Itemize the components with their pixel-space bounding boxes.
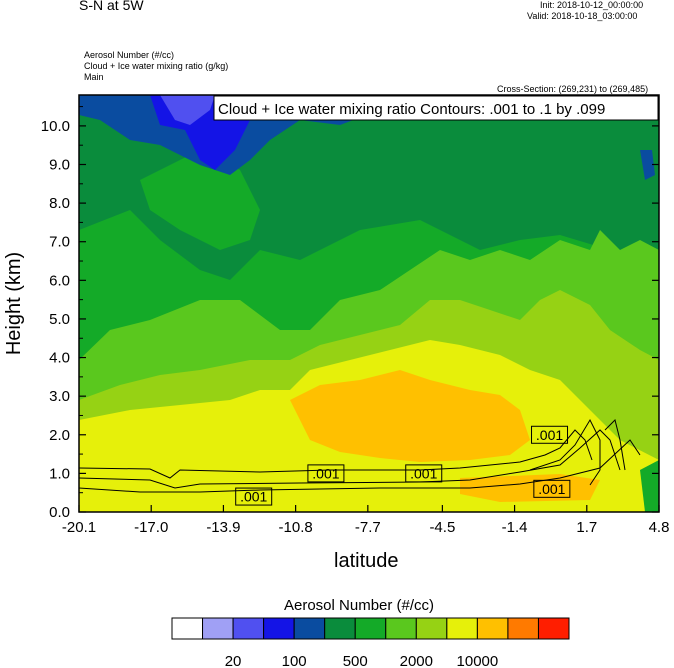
colorbar-swatch [385,617,417,640]
colorbar-swatch [202,617,234,640]
y-tick-label: 9.0 [49,157,70,174]
field-line-1: Aerosol Number (#/cc) [84,50,175,60]
cross-section-label: Cross-Section: (269,231) to (269,485) [497,84,649,94]
y-tick-label: 10.0 [41,118,70,135]
contour-line-2 [79,429,621,489]
valid-time: Valid: 2018-10-18_03:00:00 [527,11,638,21]
colorbar-swatches [171,617,570,640]
contour-label: .001 [240,489,267,505]
colorbar-title: Aerosol Number (#/cc) [284,597,435,614]
y-tick-label: 6.0 [49,272,70,289]
colorbar-label: 2000 [400,653,433,668]
contour-label: .001 [410,465,437,481]
colorbar-label: 100 [282,653,307,668]
colorbar-label: 500 [343,653,368,668]
contour-label: .001 [312,465,339,481]
colorbar-swatch [354,617,387,640]
colorbar-swatch [415,617,448,640]
contour-info-box [213,95,659,121]
y-tick-label: 4.0 [49,350,70,367]
contour-label-box [307,464,345,483]
colorbar-swatch [263,617,295,640]
plot-frame [78,94,660,513]
contour-label-box [531,425,569,444]
contour-labels: .001 .001 .001 .001 .001 [235,425,571,506]
field-low-orange [460,474,600,502]
field-line-3: Main [84,72,104,82]
colorbar-label: 10000 [457,653,499,668]
init-time: Init: 2018-10-12_00:00:00 [540,0,644,10]
x-tick-label: -20.1 [62,519,96,536]
contours [79,418,641,493]
colorbar-swatch [537,617,570,640]
plot-title: S-N at 5W [79,0,144,13]
y-tick-label: 8.0 [49,195,70,212]
contour-label-box [405,464,443,483]
contour-line-1 [79,429,593,479]
colorbar-swatch [232,617,265,640]
axis-ticks: -20.1 -17.0 -13.9 -10.8 -7.7 -4.5 -1.4 1.7 4.8 0.… [41,106,670,536]
y-tick-label: 1.0 [49,465,70,482]
field-blue-light [160,95,215,125]
colorbar-labels: 20 100 500 2000 10000 [225,653,499,668]
x-tick-label: 4.8 [649,519,670,536]
contour-line-4 [529,418,601,486]
x-tick-label: -17.0 [134,519,168,536]
colorbar-swatch [171,617,204,640]
contour-line-3 [79,439,641,493]
x-tick-label: -4.5 [429,519,455,536]
contour-label: .001 [536,427,563,443]
y-tick-label: 7.0 [49,234,70,251]
x-tick-label: -7.7 [355,519,381,536]
contour-label: .001 [538,481,565,497]
contour-line-5 [604,419,626,471]
field-line-2: Cloud + Ice water mixing ratio (g/kg) [84,61,229,71]
y-tick-label: 5.0 [49,311,70,328]
x-tick-label: -1.4 [502,519,528,536]
contour-info-text: Cloud + Ice water mixing ratio Contours:… [218,101,605,118]
x-tick-label: -13.9 [206,519,240,536]
field-orange [290,370,530,462]
contour-label-box [235,487,273,506]
colorbar-swatch [446,617,478,640]
x-axis-label: latitude [334,550,399,572]
x-tick-label: -10.8 [279,519,313,536]
field-blue-right [640,150,655,180]
aerosol-field [79,95,659,512]
colorbar-label: 20 [225,653,242,668]
y-tick-label: 0.0 [49,504,70,521]
colorbar-swatch [324,617,356,640]
y-tick-label: 3.0 [49,388,70,405]
contour-label-box [533,479,571,498]
colorbar-swatch [476,617,509,640]
colorbar-swatch [507,617,539,640]
x-tick-label: 1.7 [576,519,597,536]
colorbar-swatch [293,617,326,640]
y-tick-label: 2.0 [49,427,70,444]
